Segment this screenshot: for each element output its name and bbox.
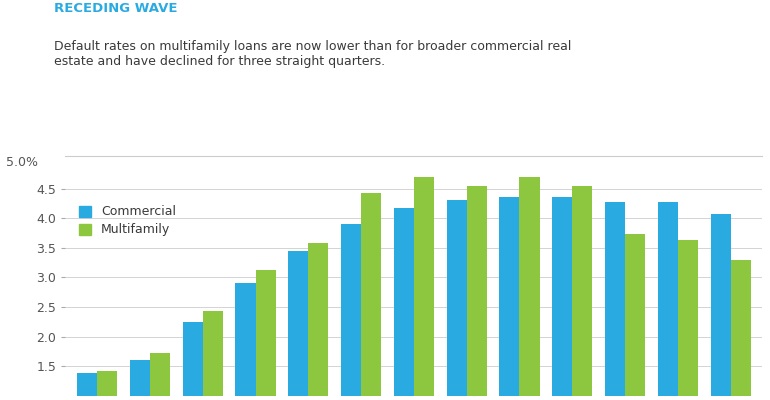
Bar (447, 200, 467, 400)
Bar (288, 251, 308, 400)
Bar (77, 374, 97, 400)
Bar (308, 243, 328, 400)
Bar (678, 240, 698, 400)
Bar (341, 224, 361, 400)
Bar (520, 177, 540, 400)
Bar (97, 371, 117, 400)
Bar (361, 193, 381, 400)
Bar (605, 202, 625, 400)
Bar (625, 234, 645, 400)
Bar (182, 322, 203, 400)
Bar (256, 270, 276, 400)
Text: RECEDING WAVE: RECEDING WAVE (54, 2, 177, 15)
Bar (552, 198, 572, 400)
Bar (572, 186, 592, 400)
Bar (130, 360, 150, 400)
Legend: Commercial, Multifamily: Commercial, Multifamily (79, 206, 176, 236)
Bar (658, 202, 678, 400)
Bar (203, 311, 223, 400)
Text: Default rates on multifamily loans are now lower than for broader commercial rea: Default rates on multifamily loans are n… (54, 40, 571, 68)
Bar (393, 208, 414, 400)
Bar (150, 353, 170, 400)
Text: 5.0%: 5.0% (6, 156, 38, 169)
Bar (711, 214, 731, 400)
Bar (414, 177, 434, 400)
Bar (731, 260, 751, 400)
Bar (467, 186, 487, 400)
Bar (500, 198, 520, 400)
Bar (236, 284, 256, 400)
